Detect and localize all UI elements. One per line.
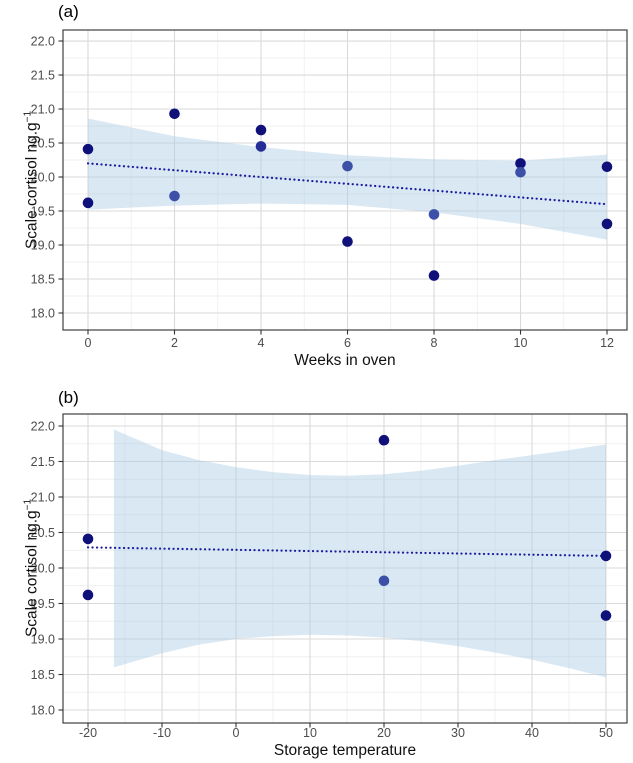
y-tick-label: 20.0: [31, 170, 55, 184]
data-point: [342, 236, 353, 247]
data-point: [515, 166, 526, 178]
data-point: [169, 190, 180, 202]
data-point: [82, 589, 94, 601]
y-tick-label: 18.5: [31, 272, 55, 286]
y-tick-label: 20.5: [31, 136, 55, 150]
x-tick-label: 20: [377, 726, 391, 740]
x-tick-label: 6: [344, 336, 351, 350]
trend-line: [86, 162, 609, 206]
y-tick-label: 19.5: [31, 204, 55, 218]
x-tick-label: -20: [79, 726, 97, 740]
y-tick-label: 21.0: [31, 490, 55, 504]
x-tick-label: 0: [233, 726, 240, 740]
x-tick-label: 30: [451, 726, 465, 740]
y-tick-label: 18.0: [31, 306, 55, 320]
data-point: [428, 270, 440, 281]
x-tick-label: 50: [599, 726, 613, 740]
data-point: [601, 218, 613, 230]
data-point: [82, 533, 94, 545]
x-tick-label: 12: [600, 336, 614, 350]
y-tick-label: 19.5: [31, 597, 55, 611]
panel-background: [63, 30, 627, 330]
data-point: [378, 434, 390, 446]
data-point: [255, 141, 267, 152]
y-tick-label: 18.0: [31, 703, 55, 717]
x-tick-label: 2: [171, 336, 178, 350]
data-point: [600, 610, 612, 621]
panel-b: -20 -10 0 10 20 30 40 50 18.0 18.5 19.0 19.5 20.0 20.…: [31, 413, 628, 740]
panel-b-x-axis-title: Storage temperature: [273, 742, 417, 759]
y-tick-label: 21.5: [31, 68, 55, 82]
x-tick-label: 40: [525, 726, 539, 740]
x-tick-label: 10: [303, 726, 317, 740]
data-point: [82, 143, 94, 155]
y-tick-label: 20.0: [31, 561, 55, 575]
data-point: [255, 124, 267, 136]
panel-a-y-axis-title-text: Scale cortisol ng.g: [23, 122, 41, 250]
x-tick-label: 4: [258, 336, 265, 350]
panel-b-y-axis-title-text: Scale cortisol ng.g: [23, 510, 41, 638]
data-point: [600, 550, 612, 562]
y-tick-label: 22.0: [31, 419, 55, 433]
panel-a: 0 2 4 6 8 10 12 18.0 18.5 19.0 19.5 20.0 20.5 21.0 21.…: [31, 29, 628, 350]
confidence-band: [87, 118, 608, 240]
y-tick-label: 20.5: [31, 526, 55, 540]
trend-line: [86, 546, 608, 558]
data-point: [515, 158, 526, 169]
data-point: [82, 197, 94, 209]
y-tick-label: 19.0: [31, 632, 55, 646]
data-point: [378, 575, 390, 587]
panel-a-y-axis-title: Scale cortisol ng.g−1: [22, 111, 41, 249]
panel-b-label: (b): [58, 388, 79, 407]
y-tick-label: 19.0: [31, 238, 55, 252]
y-tick-label: 22.0: [31, 34, 55, 48]
data-point: [342, 160, 353, 172]
x-tick-label: 8: [431, 336, 438, 350]
panel-a-x-axis-title: Weeks in oven: [294, 352, 396, 369]
data-point: [601, 161, 613, 173]
panel-a-label: (a): [58, 2, 79, 21]
panel-b-y-axis-title: Scale cortisol ng.g−1: [22, 499, 41, 637]
panel-border: [62, 29, 628, 331]
x-tick-label: -10: [153, 726, 171, 740]
y-tick-label: 21.0: [31, 102, 55, 116]
data-point: [169, 108, 180, 120]
y-tick-label: 18.5: [31, 668, 55, 682]
panel-a-y-axis-title-superscript: −1: [22, 110, 34, 123]
x-tick-label: 0: [85, 336, 92, 350]
confidence-band: [113, 429, 606, 678]
data-point: [428, 209, 440, 220]
panel-b-y-axis-title-superscript: −1: [22, 498, 34, 511]
x-tick-label: 10: [514, 336, 528, 350]
y-tick-label: 21.5: [31, 455, 55, 469]
